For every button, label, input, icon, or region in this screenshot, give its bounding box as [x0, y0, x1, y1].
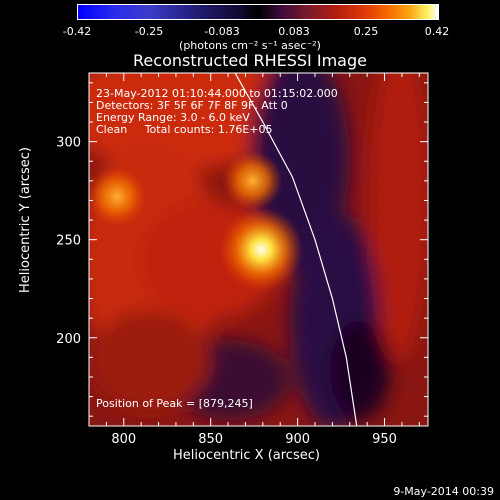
- annotation-time: 23-May-2012 01:10:44.000 to 01:15:02.000: [96, 87, 338, 100]
- x-axis-label: Heliocentric X (arcsec): [173, 448, 320, 463]
- colorbar-tick: 0.42: [424, 25, 450, 38]
- colorbar-units: (photons cm⁻² s⁻¹ asec⁻²): [179, 39, 321, 52]
- annotation-energy: Energy Range: 3.0 - 6.0 keV: [96, 111, 250, 124]
- tick-label: 250: [56, 234, 81, 249]
- colorbar-tick: -0.42: [62, 25, 92, 38]
- tick-label: 200: [56, 332, 81, 347]
- annotation-peak: Position of Peak = [879,245]: [96, 397, 253, 410]
- footer-date: 9-May-2014 00:39: [393, 485, 494, 498]
- emission-source: [222, 150, 283, 211]
- colorbar: [77, 4, 439, 20]
- annotation-clean: Clean Total counts: 1.76E+05: [96, 123, 273, 136]
- colorbar-tick: 0.25: [353, 25, 379, 38]
- tick-label: 800: [111, 432, 136, 447]
- colorbar-tick: -0.083: [204, 25, 240, 38]
- tick-label: 300: [56, 136, 81, 151]
- annotation-detectors: Detectors: 3F 5F 6F 7F 8F 9F, Att 0: [96, 99, 288, 112]
- solar-limb-curve: [234, 73, 358, 426]
- tick-label: 950: [372, 432, 397, 447]
- colorbar-tick: 0.083: [278, 25, 310, 38]
- chart-title: Reconstructed RHESSI Image: [133, 51, 367, 70]
- plot-frame: [88, 72, 429, 427]
- emission-source: [89, 166, 147, 227]
- y-axis-label: Heliocentric Y (arcsec): [18, 147, 33, 293]
- heatmap-image: [89, 73, 428, 426]
- colorbar-tick: -0.25: [134, 25, 164, 38]
- tick-label: 900: [285, 432, 310, 447]
- tick-label: 850: [198, 432, 223, 447]
- emission-source: [219, 207, 304, 292]
